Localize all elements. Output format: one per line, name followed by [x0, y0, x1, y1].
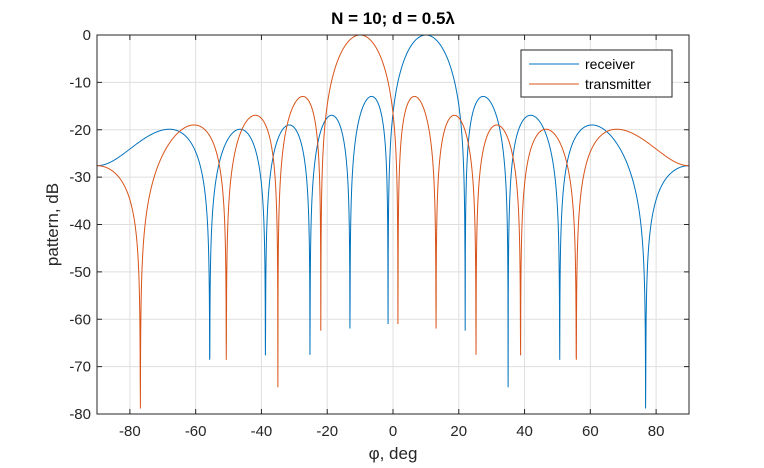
y-tick-label: -40	[69, 217, 91, 234]
series-layer	[97, 35, 689, 409]
y-tick-label: 0	[83, 27, 91, 44]
x-tick-label: -20	[316, 423, 338, 440]
x-tick-label: 80	[648, 423, 665, 440]
tick-labels: -80 -60 -40 -20 0 20 40 60 80 0 -10 -20 -30 -40 -50 -60…	[69, 27, 689, 440]
x-tick-label: 20	[450, 423, 467, 440]
y-axis-label: pattern, dB	[43, 183, 62, 266]
x-tick-label: 0	[389, 423, 397, 440]
x-tick-label: -60	[185, 423, 207, 440]
y-tick-label: -10	[69, 74, 91, 91]
legend-label-transmitter: transmitter	[585, 76, 651, 92]
y-tick-label: -30	[69, 169, 91, 186]
x-tick-label: -80	[119, 423, 141, 440]
chart-title: N = 10; d = 0.5λ	[331, 9, 455, 28]
x-tick-label: -40	[251, 423, 273, 440]
legend-box	[520, 49, 673, 98]
x-tick-label: 40	[516, 423, 533, 440]
y-tick-label: -20	[69, 122, 91, 139]
series-line-transmitter	[97, 35, 689, 409]
legend: receiver transmitter	[520, 49, 673, 98]
x-axis-label: φ, deg	[369, 444, 418, 463]
y-tick-label: -80	[69, 406, 91, 423]
y-tick-label: -70	[69, 359, 91, 376]
y-tick-label: -60	[69, 311, 91, 328]
y-tick-label: -50	[69, 264, 91, 281]
x-tick-label: 60	[582, 423, 599, 440]
legend-label-receiver: receiver	[585, 56, 635, 72]
